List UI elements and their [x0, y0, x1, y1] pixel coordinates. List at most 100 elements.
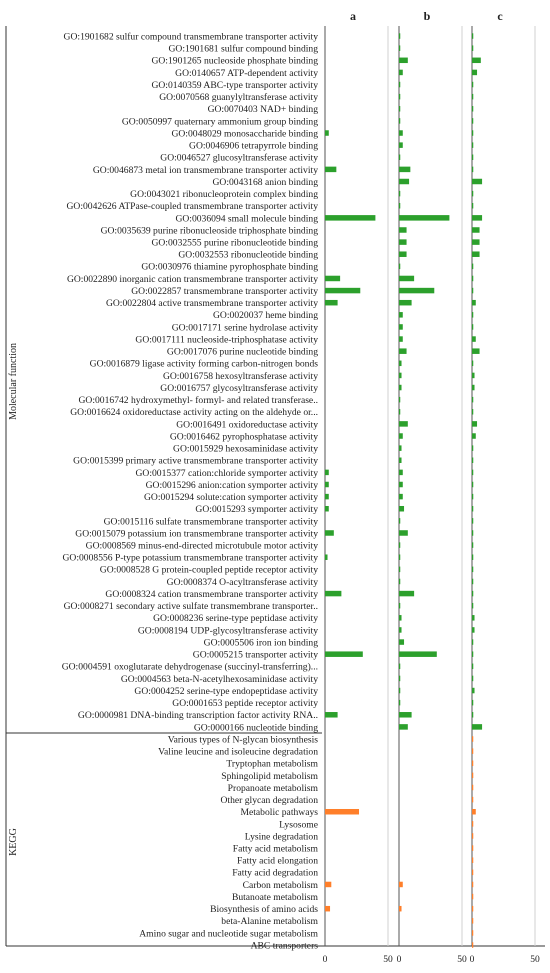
bar-molecular-function-c	[472, 81, 474, 88]
bar-molecular-function-b	[399, 675, 401, 682]
category-label: GO:0043168 anion binding	[212, 177, 318, 188]
bar-molecular-function-c	[472, 166, 474, 173]
category-label: GO:0032555 purine ribonucleotide binding	[151, 238, 318, 249]
category-label: GO:0140359 ABC-type transporter activity	[151, 80, 318, 91]
bar-molecular-function-c	[472, 130, 474, 136]
category-label: Various types of N-glycan biosynthesis	[168, 734, 319, 745]
bar-molecular-function-c	[472, 457, 474, 464]
category-label: GO:0015929 hexosaminidase activity	[173, 444, 318, 455]
bar-molecular-function-b	[399, 118, 401, 124]
bar-molecular-function-b	[399, 312, 403, 318]
category-label: GO:1901265 nucleoside phosphate binding	[151, 56, 318, 67]
bar-kegg-c	[472, 942, 474, 948]
bar-molecular-function-a	[325, 299, 338, 306]
category-label: Biosynthesis of amino acids	[210, 904, 318, 915]
bar-molecular-function-b	[399, 372, 402, 379]
bar-molecular-function-b	[399, 578, 401, 585]
bar-molecular-function-b	[399, 227, 407, 233]
bar-molecular-function-a	[325, 287, 361, 294]
category-label: GO:0022890 inorganic cation transmembran…	[67, 274, 318, 285]
bar-molecular-function-c	[472, 409, 474, 415]
bar-molecular-function-c	[472, 724, 483, 730]
category-label: GO:0015079 potassium ion transmembrane t…	[75, 528, 318, 539]
panel-a-xtick-label: 50	[383, 955, 393, 965]
category-label: Carbon metabolism	[243, 880, 319, 891]
bar-molecular-function-c	[472, 372, 475, 379]
bar-molecular-function-c	[472, 712, 474, 718]
category-label: GO:0016757 glycosyltransferase activity	[160, 383, 318, 394]
bar-molecular-function-b	[399, 481, 403, 488]
bar-kegg-c	[472, 833, 474, 839]
category-label: GO:0016758 hexosyltransferase activity	[163, 371, 318, 382]
bar-molecular-function-c	[472, 33, 474, 39]
category-label: GO:0000981 DNA-binding transcription fac…	[78, 710, 318, 721]
bar-molecular-function-b	[399, 57, 408, 64]
panel-c-xtick-label: 50	[530, 955, 540, 965]
bar-molecular-function-a	[325, 469, 329, 476]
bar-kegg-c	[472, 869, 474, 876]
category-label: GO:0016624 oxidoreductase activity actin…	[70, 407, 318, 418]
bar-molecular-function-b	[399, 81, 401, 88]
bar-molecular-function-a	[325, 481, 329, 488]
category-label: GO:0008528 G protein-coupled peptide rec…	[100, 565, 318, 576]
bar-kegg-c	[472, 881, 474, 888]
bar-molecular-function-b	[399, 202, 401, 209]
bar-kegg-c	[472, 808, 476, 815]
category-label: Lysosome	[279, 819, 318, 830]
bar-molecular-function-c	[472, 251, 480, 257]
category-label: GO:0036094 small molecule binding	[175, 213, 318, 224]
bar-molecular-function-a	[325, 590, 342, 597]
bar-molecular-function-c	[472, 227, 480, 233]
bar-molecular-function-a	[325, 712, 338, 718]
category-label: GO:0022857 transmembrane transporter act…	[131, 286, 318, 297]
bar-molecular-function-b	[399, 396, 401, 403]
category-label: Fatty acid metabolism	[233, 844, 319, 855]
bar-molecular-function-c	[472, 687, 475, 694]
bar-molecular-function-b	[399, 505, 405, 512]
panel-a-letter: a	[350, 9, 356, 23]
bar-molecular-function-b	[399, 602, 401, 609]
bar-kegg-c	[472, 893, 474, 900]
bar-molecular-function-b	[399, 336, 403, 342]
bar-molecular-function-b	[399, 275, 415, 282]
category-label: GO:0022804 active transmembrane transpor…	[106, 298, 318, 309]
bar-molecular-function-b	[399, 566, 401, 573]
panel-a-xtick-label: 0	[323, 955, 328, 965]
bar-molecular-function-c	[472, 93, 474, 100]
category-label: GO:0008194 UDP-glycosyltransferase activ…	[138, 625, 318, 636]
bar-kegg-a	[325, 905, 331, 912]
bar-molecular-function-b	[399, 687, 401, 694]
category-label: GO:0016462 pyrophosphatase activity	[170, 431, 318, 442]
bar-molecular-function-a	[325, 530, 334, 536]
category-label: GO:0008324 cation transmembrane transpor…	[105, 589, 318, 600]
bar-molecular-function-c	[472, 287, 474, 294]
bar-kegg-c	[472, 918, 474, 924]
bar-molecular-function-b	[399, 469, 403, 476]
bar-molecular-function-b	[399, 263, 401, 270]
bar-molecular-function-b	[399, 142, 403, 148]
bar-molecular-function-c	[472, 396, 474, 403]
category-label: GO:0008569 minus-end-directed microtubul…	[86, 541, 319, 552]
bar-kegg-c	[472, 796, 474, 803]
category-label: GO:1901681 sulfur compound binding	[169, 44, 319, 55]
category-label: GO:0046873 metal ion transmembrane trans…	[93, 165, 318, 176]
bar-molecular-function-b	[399, 166, 411, 173]
bar-molecular-function-c	[472, 45, 474, 51]
category-label: GO:0017076 purine nucleotide binding	[167, 347, 318, 358]
panel-c-letter: c	[497, 9, 503, 23]
category-label: GO:0015293 symporter activity	[195, 504, 318, 515]
category-label: GO:0004563 beta-N-acetylhexosaminidase a…	[121, 674, 318, 685]
bar-molecular-function-c	[472, 215, 483, 221]
bar-molecular-function-b	[399, 360, 402, 367]
bar-kegg-b	[399, 905, 402, 912]
bar-molecular-function-b	[399, 433, 403, 439]
category-label: Sphingolipid metabolism	[221, 771, 318, 782]
category-label: GO:0070403 NAD+ binding	[208, 104, 319, 115]
category-label: GO:0050997 quaternary ammonium group bin…	[122, 116, 318, 127]
bar-molecular-function-b	[399, 542, 401, 548]
bar-molecular-function-a	[325, 130, 329, 136]
bar-kegg-c	[472, 905, 474, 912]
category-label: GO:0015399 primary active transmembrane …	[73, 456, 318, 467]
category-label: GO:0000166 nucleotide binding	[194, 722, 318, 733]
